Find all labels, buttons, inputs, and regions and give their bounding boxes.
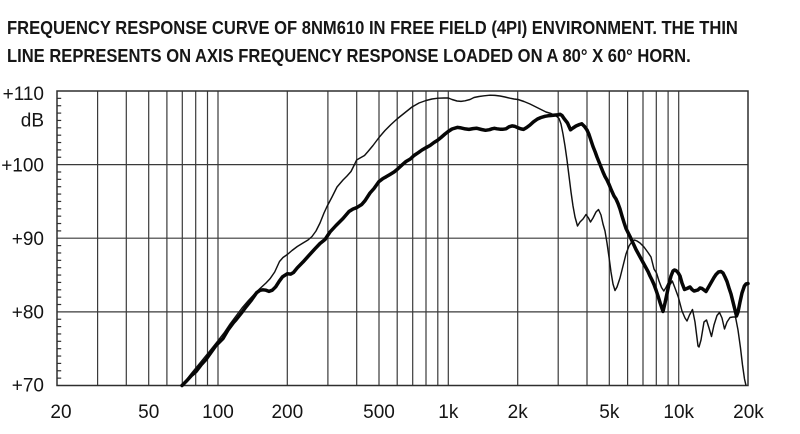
svg-text:2k: 2k	[508, 402, 529, 423]
svg-text:1k: 1k	[438, 402, 459, 423]
svg-text:10k: 10k	[663, 402, 694, 423]
svg-text:dB: dB	[21, 111, 44, 132]
svg-text:+80: +80	[12, 303, 44, 324]
svg-text:+110: +110	[3, 84, 44, 105]
svg-text:+90: +90	[12, 229, 44, 250]
svg-text:+100: +100	[1, 155, 44, 176]
svg-text:500: 500	[363, 402, 395, 423]
svg-text:5k: 5k	[599, 402, 620, 423]
svg-text:100: 100	[202, 402, 234, 423]
svg-text:200: 200	[271, 402, 303, 423]
svg-text:20k: 20k	[733, 402, 764, 423]
svg-text:50: 50	[138, 402, 159, 423]
svg-text:+70: +70	[12, 376, 44, 397]
svg-text:20: 20	[50, 402, 71, 423]
